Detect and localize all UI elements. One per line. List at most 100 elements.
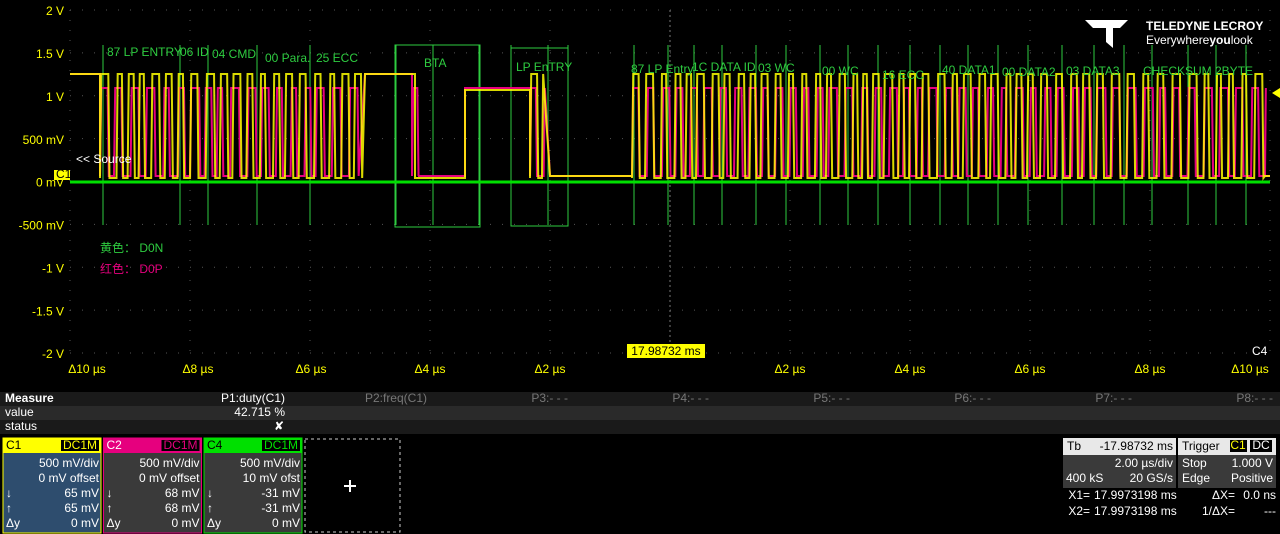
ch-down: 65 mV <box>64 486 99 500</box>
x-label: Δ10 µs <box>1231 362 1269 376</box>
decode-label: 04 CMD <box>212 47 256 61</box>
wave-c1 <box>70 73 1270 181</box>
cursor-value: 17.9973198 ms <box>1094 504 1177 518</box>
ch-dy-label: Δy <box>6 516 20 530</box>
ch-vdiv: 500 mV/div <box>240 456 300 470</box>
trig-mode: Stop <box>1182 456 1207 470</box>
ch-coupling: DC1M <box>63 438 97 452</box>
measure-param: P7:- - - <box>1095 391 1132 405</box>
measure-title: Measure <box>5 391 54 405</box>
decode-label: 1C DATA ID <box>692 60 756 74</box>
tb-header <box>1063 438 1176 455</box>
ch-left-bg <box>54 170 70 180</box>
ch-coupling: DC1M <box>264 438 298 452</box>
cursor-dvalue: --- <box>1264 504 1276 518</box>
ch-left: C1 <box>56 167 72 181</box>
ch-up: 65 mV <box>64 501 99 515</box>
tb-label: Tb <box>1067 439 1081 453</box>
cursor-dvalue: 0.0 ns <box>1243 488 1276 502</box>
cursor-time: 17.98732 ms <box>631 344 700 358</box>
trig-type: Edge <box>1182 471 1210 485</box>
logo-tag: Everywhereyoulook <box>1146 33 1254 47</box>
tb-delay: -17.98732 ms <box>1100 439 1173 453</box>
ch-down-label: ↓ <box>107 486 113 500</box>
measure-status-row <box>0 420 1280 434</box>
measure-header <box>0 392 1280 406</box>
ch-down-label: ↓ <box>207 486 213 500</box>
wave-c2 <box>70 73 1270 177</box>
decode-label: LP EnTRY <box>516 60 572 74</box>
cursor-dlabel: 1/ΔX= <box>1202 504 1235 518</box>
y-label: -500 mV <box>19 219 64 233</box>
measure-cell: ✘ <box>274 419 284 433</box>
ch-up-label: ↑ <box>107 501 113 515</box>
empty-slot <box>304 438 401 533</box>
logo-brand: TELEDYNE LECROY <box>1146 19 1263 33</box>
ch-dy-label: Δy <box>107 516 121 530</box>
x-label: Δ8 µs <box>183 362 214 376</box>
ch-up: -31 mV <box>261 501 300 515</box>
ch-box <box>103 437 202 534</box>
trig-label: Trigger <box>1182 439 1220 453</box>
cursor-time-bg <box>627 344 705 358</box>
lp-box <box>510 47 569 227</box>
logo-icon <box>1085 20 1128 48</box>
bta-box <box>394 44 481 228</box>
measure-row-label: value <box>5 405 34 419</box>
ch-down: 68 mV <box>165 486 200 500</box>
trig-slope: Positive <box>1231 471 1273 485</box>
decode-label: 00 WC <box>822 64 859 78</box>
x-label: Δ2 µs <box>535 362 566 376</box>
decode-label: 03 WC <box>758 61 795 75</box>
add-icon <box>344 480 356 492</box>
cursor-value: 17.9973198 ms <box>1094 488 1177 502</box>
measure-param: P4:- - - <box>672 391 709 405</box>
decode-label: 16 ECC <box>882 68 924 82</box>
source-marker: << Source <box>76 152 132 166</box>
logo-tag_bold: you <box>1209 33 1230 47</box>
measure-row-label: status <box>5 419 37 433</box>
ch-offset: 10 mV ofst <box>243 471 301 485</box>
ch-vdiv: 500 mV/div <box>139 456 199 470</box>
ch-coupling-bg <box>161 440 200 451</box>
measure-param: P3:- - - <box>531 391 568 405</box>
ch-up-label: ↑ <box>6 501 12 515</box>
decode-label: 40 DATA1 <box>942 63 996 77</box>
ch-coupling-bg <box>262 440 300 451</box>
decode-label: CHECKSUM 2BYTE <box>1143 64 1253 78</box>
x-label: Δ6 µs <box>1015 362 1046 376</box>
ch-down-label: ↓ <box>6 486 12 500</box>
ch-box <box>203 437 303 534</box>
measure-param: P8:- - - <box>1236 391 1273 405</box>
cursor-dlabel: ΔX= <box>1212 488 1235 502</box>
measure-value-row <box>0 406 1280 420</box>
y-label: 500 mV <box>23 133 64 147</box>
ch-coupling-bg <box>61 440 99 451</box>
x-label: Δ6 µs <box>296 362 327 376</box>
tb-tdiv: 2.00 µs/div <box>1115 456 1173 470</box>
decode-label: 00 DATA2 <box>1002 65 1056 79</box>
measure-param: P6:- - - <box>954 391 991 405</box>
ch-down: -31 mV <box>261 486 300 500</box>
decode-label: 00 Para. <box>265 51 310 65</box>
logo-tag_post: look <box>1231 33 1254 47</box>
decode-label: BTA <box>424 56 446 70</box>
decode-label: 87 LP Entry <box>631 62 693 76</box>
measure-param: P2:freq(C1) <box>365 391 427 405</box>
y-label: -1 V <box>42 261 64 275</box>
legend-d0p: 红色： D0P <box>100 261 163 276</box>
ch-coupling: DC1M <box>163 438 197 452</box>
ch-name: C4 <box>207 438 223 452</box>
ch-right: C4 <box>1252 344 1268 358</box>
ch-name: C2 <box>107 438 123 452</box>
decode-label: 06 ID <box>180 45 209 59</box>
trig-src-bg <box>1230 440 1247 452</box>
measure-cell: 42.715 % <box>234 405 285 419</box>
x-label: Δ4 µs <box>895 362 926 376</box>
trig-level: 1.000 V <box>1232 456 1273 470</box>
ch-dy: 0 mV <box>71 516 99 530</box>
ch-dy: 0 mV <box>171 516 199 530</box>
ch-offset: 0 mV offset <box>139 471 200 485</box>
tb-samples: 400 kS <box>1066 471 1103 485</box>
